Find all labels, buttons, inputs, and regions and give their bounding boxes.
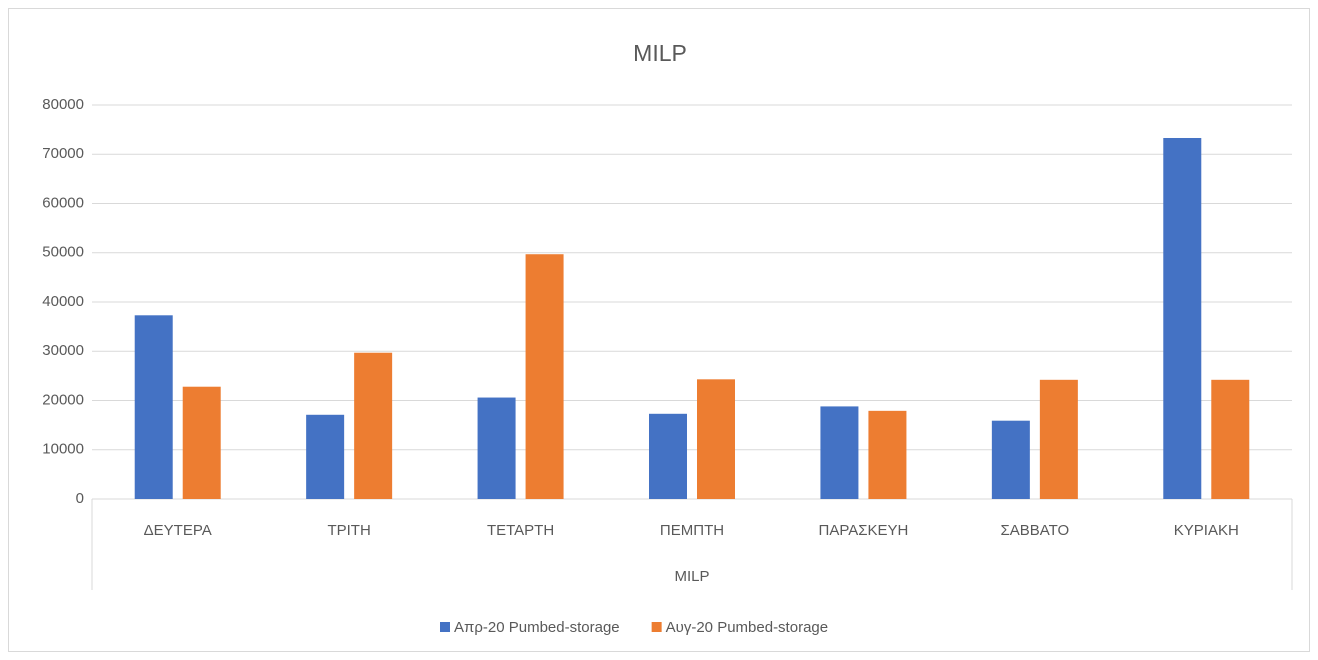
x-tick-label: ΠΕΜΠΤΗ — [660, 522, 724, 539]
x-group-label: MILP — [674, 568, 709, 585]
chart-title: MILP — [633, 40, 687, 66]
x-tick-label: ΔΕΥΤΕΡΑ — [144, 522, 212, 539]
y-tick-label: 10000 — [42, 441, 84, 458]
bar — [1211, 379, 1250, 499]
bar — [525, 254, 564, 499]
y-tick-label: 80000 — [42, 96, 84, 113]
x-tick-label: ΚΥΡΙΑΚΗ — [1174, 522, 1239, 539]
bar — [649, 413, 687, 499]
x-tick-label: ΣΑΒΒΑΤΟ — [1000, 522, 1069, 539]
bar — [477, 397, 516, 499]
x-tick-label: ΤΡΙΤΗ — [327, 522, 370, 539]
bar — [182, 386, 221, 499]
bar — [868, 410, 907, 499]
bar — [134, 315, 173, 499]
bar — [1039, 379, 1078, 499]
legend-label: Αυγ-20 Pumbed-storage — [666, 619, 828, 636]
bar — [306, 414, 345, 499]
y-tick-label: 60000 — [42, 194, 84, 211]
bar — [1163, 137, 1202, 499]
y-tick-label: 40000 — [42, 293, 84, 310]
legend-swatch — [651, 622, 662, 632]
chart-border — [8, 8, 1310, 652]
x-tick-label: ΤΕΤΑΡΤΗ — [487, 522, 554, 539]
legend-swatch — [440, 622, 450, 632]
bar — [354, 352, 393, 499]
bar — [991, 420, 1030, 499]
y-tick-label: 70000 — [42, 145, 84, 162]
bar — [697, 379, 735, 499]
legend-label: Απρ-20 Pumbed-storage — [454, 619, 620, 636]
x-tick-label: ΠΑΡΑΣΚΕΥΗ — [818, 522, 908, 539]
y-tick-label: 0 — [76, 490, 84, 507]
y-tick-label: 20000 — [42, 391, 84, 408]
y-tick-label: 50000 — [42, 244, 84, 261]
y-tick-label: 30000 — [42, 342, 84, 359]
bar — [820, 406, 859, 499]
